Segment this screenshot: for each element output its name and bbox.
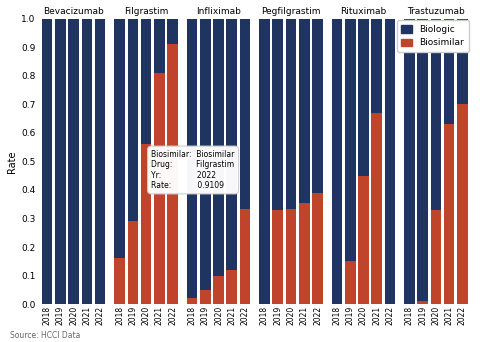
Bar	[312, 193, 323, 304]
Bar	[200, 290, 211, 304]
Bar	[141, 144, 151, 304]
Bar	[286, 19, 296, 209]
Bar	[444, 19, 455, 124]
Bar	[418, 301, 428, 304]
Bar	[42, 19, 52, 304]
Bar	[240, 19, 251, 209]
Bar	[345, 261, 356, 304]
Bar	[299, 19, 310, 203]
Bar	[68, 19, 79, 304]
Bar	[240, 209, 251, 304]
Bar	[213, 276, 224, 304]
Legend: Biologic, Biosimilar: Biologic, Biosimilar	[396, 21, 468, 52]
Bar	[273, 19, 283, 210]
Bar	[358, 176, 369, 304]
Bar	[332, 19, 342, 304]
Bar	[431, 210, 441, 304]
Bar	[141, 19, 151, 144]
Bar	[227, 19, 237, 270]
Bar	[372, 19, 382, 113]
Bar	[299, 203, 310, 304]
Bar	[154, 73, 165, 304]
Bar	[444, 124, 455, 304]
Bar	[457, 104, 468, 304]
Text: Biosimilar:  Biosimilar
Drug:          Filgrastim
Yr:               2022
Rate:  : Biosimilar: Biosimilar Drug: Filgrastim …	[151, 150, 235, 190]
Y-axis label: Rate: Rate	[7, 150, 17, 173]
Bar	[358, 19, 369, 176]
Bar	[431, 19, 441, 210]
Bar	[200, 19, 211, 290]
Bar	[273, 210, 283, 304]
Bar	[114, 259, 125, 304]
Bar	[128, 19, 138, 221]
Bar	[55, 19, 66, 304]
Bar	[457, 19, 468, 104]
Text: Source: HCCI Data: Source: HCCI Data	[10, 331, 80, 340]
Bar	[404, 19, 415, 304]
Bar	[154, 19, 165, 73]
Bar	[312, 19, 323, 193]
Bar	[259, 19, 270, 304]
Bar	[227, 270, 237, 304]
Bar	[168, 19, 178, 44]
Bar	[82, 19, 92, 304]
Bar	[114, 19, 125, 259]
Bar	[372, 113, 382, 304]
Bar	[95, 19, 106, 304]
Bar	[213, 19, 224, 276]
Bar	[187, 19, 197, 299]
Bar	[418, 19, 428, 301]
Bar	[286, 209, 296, 304]
Bar	[345, 19, 356, 261]
Bar	[168, 44, 178, 304]
Bar	[187, 299, 197, 304]
Bar	[384, 19, 396, 304]
Bar	[128, 221, 138, 304]
